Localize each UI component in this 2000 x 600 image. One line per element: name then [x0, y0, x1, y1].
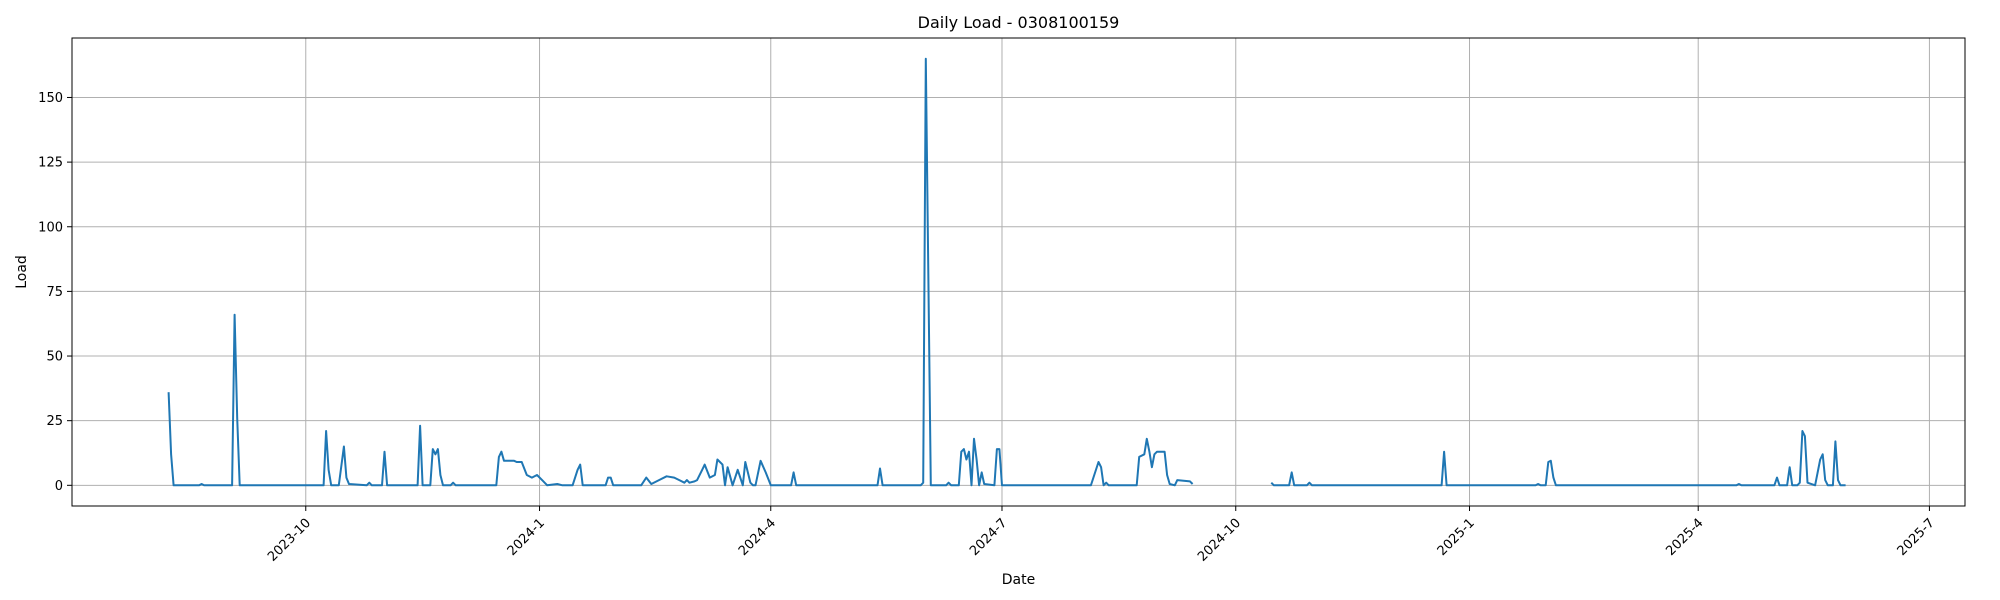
x-axis-label: Date	[1002, 572, 1035, 588]
y-tick-label: 75	[46, 285, 63, 300]
x-tick-label: 2024-1	[505, 516, 548, 559]
x-tick-label: 2024-10	[1195, 516, 1244, 565]
x-tick-label: 2025-7	[1895, 516, 1938, 559]
data-series	[167, 57, 1846, 487]
grid	[72, 38, 1965, 506]
y-tick-label: 50	[46, 350, 63, 365]
series-line	[1270, 430, 1846, 487]
x-tick-label: 2024-4	[736, 516, 779, 559]
y-tick-label: 100	[38, 220, 63, 235]
x-tick-label: 2025-4	[1663, 516, 1706, 559]
y-axis-label: Load	[14, 255, 30, 289]
y-tick-label: 125	[38, 156, 63, 171]
x-tick-label: 2025-1	[1435, 516, 1478, 559]
x-tick-label: 2024-7	[967, 516, 1010, 559]
y-tick-label: 25	[46, 414, 63, 429]
series-line	[167, 57, 1194, 487]
x-tick-label: 2023-10	[265, 516, 314, 565]
y-tick-label: 150	[38, 91, 63, 106]
chart-title: Daily Load - 0308100159	[918, 13, 1120, 32]
plot-frame	[71, 37, 1966, 507]
y-tick-label: 0	[55, 479, 63, 494]
